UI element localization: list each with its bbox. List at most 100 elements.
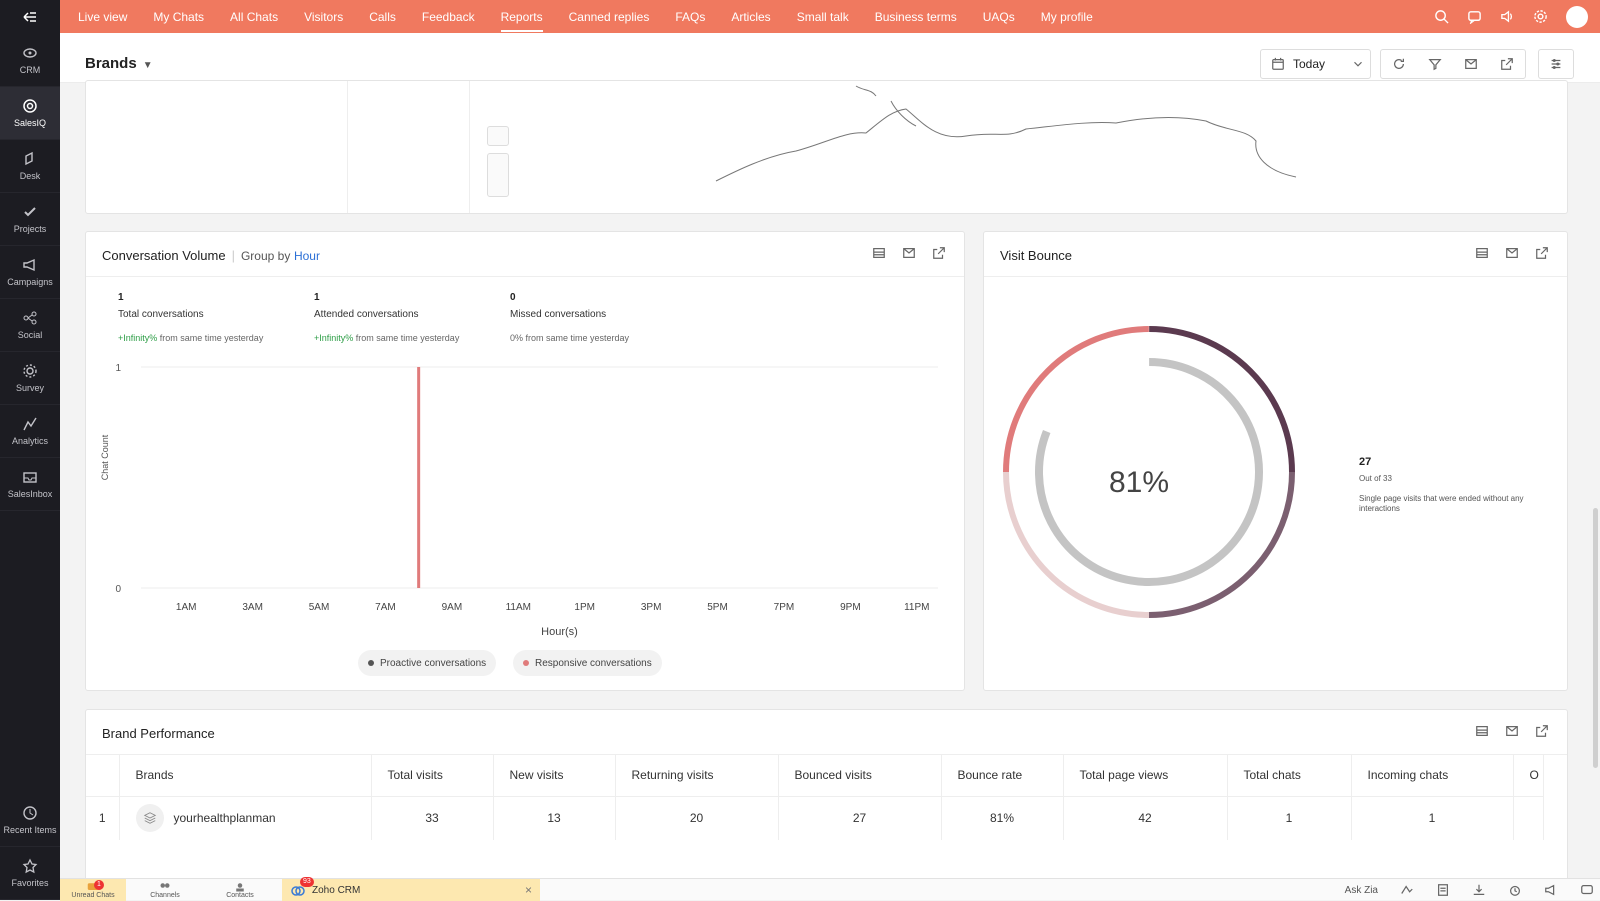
- nav-tab-reports[interactable]: Reports: [501, 2, 543, 32]
- announce-icon[interactable]: [1544, 883, 1558, 897]
- map-zoom-in-button[interactable]: [487, 126, 509, 146]
- channels-icon: [159, 882, 171, 892]
- table-cell: 42: [1063, 796, 1227, 840]
- sidebar-item-recent-items[interactable]: Recent Items: [0, 794, 60, 847]
- menu-back-icon[interactable]: [0, 0, 60, 34]
- nav-tab-live-view[interactable]: Live view: [78, 2, 127, 32]
- nav-tab-articles[interactable]: Articles: [731, 2, 770, 32]
- sidebar-item-desk[interactable]: Desk: [0, 140, 60, 193]
- brand-name: yourhealthplanman: [174, 811, 276, 825]
- sidebar-item-salesinbox[interactable]: SalesInbox: [0, 458, 60, 511]
- brand-performance-title: Brand Performance: [102, 726, 215, 741]
- zoho-crm-tab[interactable]: 93 Zoho CRM ×: [282, 879, 540, 901]
- nav-tab-canned-replies[interactable]: Canned replies: [569, 2, 650, 32]
- mail-icon[interactable]: [1505, 246, 1519, 260]
- mail-icon[interactable]: [1505, 724, 1519, 738]
- nav-tab-small-talk[interactable]: Small talk: [797, 2, 849, 32]
- map-zoom-control[interactable]: [487, 153, 509, 197]
- date-filter-select[interactable]: Today: [1260, 49, 1371, 79]
- ask-zia-button[interactable]: Ask Zia: [1345, 885, 1378, 896]
- speaker-icon[interactable]: [1500, 9, 1515, 24]
- close-icon[interactable]: ×: [525, 883, 532, 897]
- sidebar-item-projects[interactable]: Projects: [0, 193, 60, 246]
- clock-icon: [22, 805, 38, 821]
- download-icon[interactable]: [1472, 883, 1486, 897]
- stat-value: 1: [118, 292, 263, 303]
- column-header[interactable]: Returning visits: [615, 755, 778, 796]
- nav-tab-faqs[interactable]: FAQs: [675, 2, 705, 32]
- nav-tab-my-chats[interactable]: My Chats: [153, 2, 204, 32]
- column-header[interactable]: O: [1513, 755, 1543, 796]
- column-header[interactable]: Incoming chats: [1351, 755, 1513, 796]
- user-avatar[interactable]: [1566, 6, 1588, 28]
- legend-item[interactable]: Proactive conversations: [358, 650, 496, 676]
- channels-label: Channels: [150, 892, 180, 899]
- nav-tab-feedback[interactable]: Feedback: [422, 2, 475, 32]
- brands-dropdown[interactable]: Brands▼: [85, 55, 153, 72]
- sidebar-item-analytics[interactable]: Analytics: [0, 405, 60, 458]
- column-header[interactable]: Total page views: [1063, 755, 1227, 796]
- table-cell: 20: [615, 796, 778, 840]
- world-map-fragment: [706, 81, 1306, 191]
- salesinbox-icon: [22, 469, 38, 485]
- alarm-icon[interactable]: [1508, 883, 1522, 897]
- sidebar-item-social[interactable]: Social: [0, 299, 60, 352]
- export-icon[interactable]: [1500, 57, 1514, 71]
- export-icon[interactable]: [1535, 724, 1549, 738]
- table-cell: [1513, 796, 1543, 840]
- nav-tab-my-profile[interactable]: My profile: [1041, 2, 1093, 32]
- refresh-icon[interactable]: [1392, 57, 1406, 71]
- column-header[interactable]: Brands: [119, 755, 371, 796]
- bounce-outer-ring-segment: [1149, 472, 1292, 615]
- feedback-icon[interactable]: [1580, 883, 1594, 897]
- layers-icon: [136, 804, 164, 832]
- column-header[interactable]: Total chats: [1227, 755, 1351, 796]
- caret-down-icon: ▼: [143, 60, 153, 71]
- sidebar-item-campaigns[interactable]: Campaigns: [0, 246, 60, 299]
- table-view-icon[interactable]: [872, 246, 886, 260]
- filter-icon[interactable]: [1428, 57, 1442, 71]
- sidebar-item-label: Desk: [20, 171, 41, 181]
- legend-item[interactable]: Responsive conversations: [513, 650, 662, 676]
- column-header[interactable]: Bounce rate: [941, 755, 1063, 796]
- search-icon[interactable]: [1434, 9, 1449, 24]
- page-scrollbar[interactable]: [1593, 508, 1598, 768]
- legend-label: Responsive conversations: [535, 658, 652, 669]
- group-by-dropdown[interactable]: Hour: [294, 249, 320, 263]
- notes-icon[interactable]: [1436, 883, 1450, 897]
- index-column-header: [86, 755, 119, 796]
- stat-change-text: from same time yesterday: [353, 333, 459, 343]
- chat-icon[interactable]: [1467, 9, 1482, 24]
- export-icon[interactable]: [1535, 246, 1549, 260]
- mail-icon[interactable]: [902, 246, 916, 260]
- y-axis-label: Chat Count: [100, 434, 110, 480]
- sidebar-item-survey[interactable]: Survey: [0, 352, 60, 405]
- nav-tab-business-terms[interactable]: Business terms: [875, 2, 957, 32]
- x-tick-label: 3PM: [641, 602, 662, 613]
- mail-icon[interactable]: [1464, 57, 1478, 71]
- column-header[interactable]: Total visits: [371, 755, 493, 796]
- channels-button[interactable]: Channels: [140, 879, 190, 901]
- nav-tab-visitors[interactable]: Visitors: [304, 2, 343, 32]
- sidebar-item-favorites[interactable]: Favorites: [0, 847, 60, 900]
- table-view-icon[interactable]: [1475, 724, 1489, 738]
- settings-sliders-button[interactable]: [1538, 49, 1574, 79]
- table-view-icon[interactable]: [1475, 246, 1489, 260]
- column-header[interactable]: New visits: [493, 755, 615, 796]
- table-cell: 13: [493, 796, 615, 840]
- sidebar-item-salesiq[interactable]: SalesIQ: [0, 87, 60, 140]
- stat-change: +Infinity% from same time yesterday: [314, 333, 459, 343]
- unread-chats-button[interactable]: 1 Unread Chats: [60, 879, 126, 901]
- nav-tab-all-chats[interactable]: All Chats: [230, 2, 278, 32]
- x-axis-label: Hour(s): [541, 626, 578, 638]
- zia-icon[interactable]: [1400, 883, 1414, 897]
- column-header[interactable]: Bounced visits: [778, 755, 941, 796]
- nav-tab-calls[interactable]: Calls: [369, 2, 396, 32]
- sidebar-item-crm[interactable]: CRM: [0, 34, 60, 87]
- contacts-button[interactable]: Contacts: [215, 879, 265, 901]
- nav-tab-uaqs[interactable]: UAQs: [983, 2, 1015, 32]
- export-icon[interactable]: [932, 246, 946, 260]
- gear-icon[interactable]: [1533, 9, 1548, 24]
